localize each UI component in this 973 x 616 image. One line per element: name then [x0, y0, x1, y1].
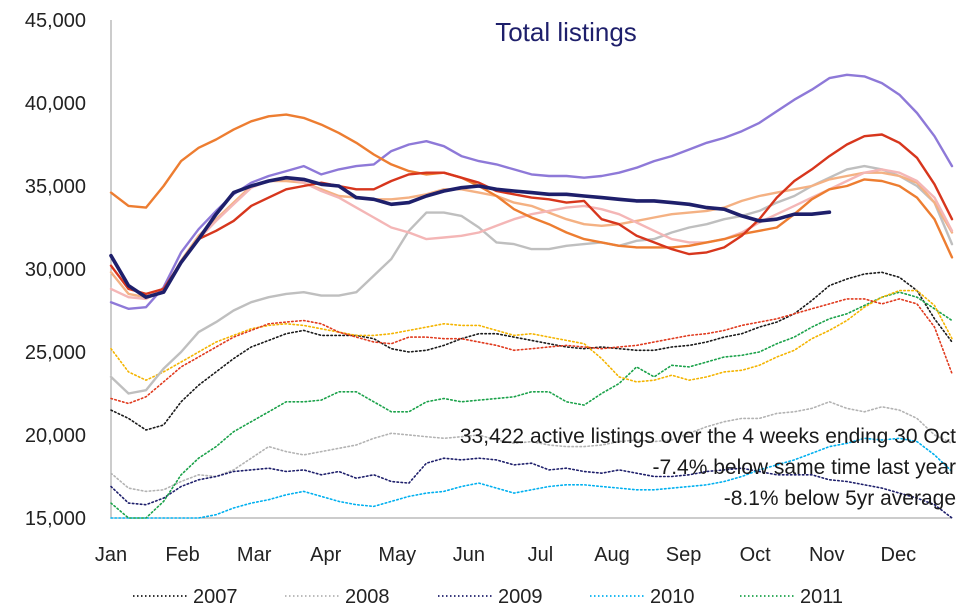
y-axis-ticks: 15,000 20,000 25,000 30,000 35,000 40,000 45,0…	[25, 10, 86, 530]
legend-item: 2007	[133, 586, 238, 608]
legend-item: 2010	[590, 586, 695, 608]
annotation-line-3: -8.1% below 5yr average	[724, 487, 956, 510]
legend-item: 2008	[285, 586, 390, 608]
y-tick-label: 35,000	[25, 176, 86, 198]
x-tick-label: Mar	[237, 544, 272, 566]
series-line-unlabeled-13	[109, 175, 832, 300]
series-line-unlabeled-6	[110, 298, 953, 405]
legend-label: 2008	[345, 586, 390, 608]
legend-label: 2009	[498, 586, 543, 608]
annotation-line-2: -7.4% below same time last year	[653, 456, 956, 479]
annotation-block: 33,422 active listings over the 4 weeks …	[460, 425, 956, 510]
legend: 2007 2008 2009 2010 2011	[133, 586, 843, 608]
series-line-2010	[110, 437, 953, 519]
series-line-2007	[110, 271, 953, 431]
x-tick-label: Jul	[528, 544, 554, 566]
x-tick-label: Oct	[740, 544, 772, 566]
y-tick-label: 15,000	[25, 508, 86, 530]
series-layer	[109, 73, 954, 519]
chart-title: Total listings	[495, 17, 637, 47]
legend-item: 2009	[438, 586, 543, 608]
series-line-unlabeled-9	[109, 168, 954, 301]
legend-item: 2011	[740, 586, 843, 608]
series-line-unlabeled-5	[110, 289, 953, 383]
series-line-unlabeled-10	[109, 73, 954, 310]
y-tick-label: 40,000	[25, 93, 86, 115]
series-line-2008	[110, 400, 953, 493]
x-tick-label: May	[378, 544, 416, 566]
x-tick-label: Aug	[594, 544, 630, 566]
y-tick-label: 30,000	[25, 259, 86, 281]
x-tick-label: Dec	[881, 544, 917, 566]
x-tick-label: Nov	[809, 544, 845, 566]
series-line-unlabeled-12	[109, 133, 954, 296]
y-tick-label: 45,000	[25, 10, 86, 32]
legend-label: 2011	[800, 586, 843, 608]
legend-label: 2010	[650, 586, 695, 608]
x-tick-label: Feb	[165, 544, 199, 566]
x-tick-label: Sep	[666, 544, 702, 566]
legend-label: 2007	[193, 586, 238, 608]
series-line-2011	[110, 291, 953, 519]
annotation-line-1: 33,422 active listings over the 4 weeks …	[460, 425, 956, 448]
x-axis-ticks: Jan Feb Mar Apr May Jun Jul Aug Sep Oct Nov Dec	[95, 544, 916, 566]
x-tick-label: Jan	[95, 544, 127, 566]
y-tick-label: 20,000	[25, 425, 86, 447]
x-tick-label: Jun	[453, 544, 485, 566]
y-tick-label: 25,000	[25, 342, 86, 364]
series-line-unlabeled-11	[109, 113, 954, 259]
x-tick-label: Apr	[310, 544, 341, 566]
series-line-2009	[110, 457, 953, 519]
